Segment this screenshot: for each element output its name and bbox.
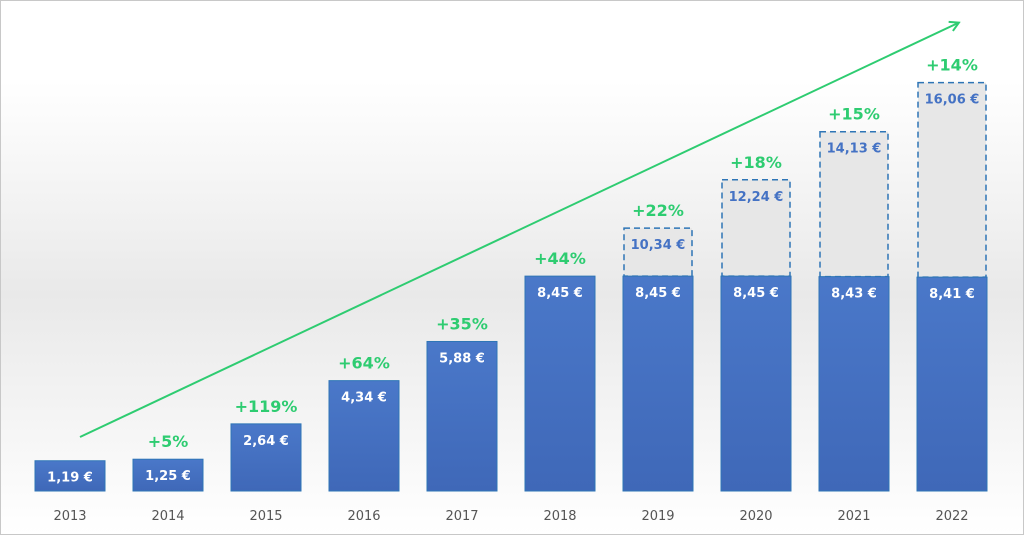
x-tick-label: 2017	[445, 509, 478, 524]
bar-value-label: 8,43 €	[831, 287, 877, 302]
x-tick-label: 2020	[739, 509, 772, 524]
x-tick-label: 2016	[347, 509, 380, 524]
x-tick-label: 2018	[543, 509, 576, 524]
x-tick-label: 2013	[53, 509, 86, 524]
bar	[426, 340, 498, 492]
projection-value-label: 14,13 €	[827, 142, 882, 157]
projection-bar	[623, 227, 693, 277]
bar	[230, 423, 302, 492]
projection-value-label: 16,06 €	[925, 93, 980, 108]
x-tick-label: 2019	[641, 509, 674, 524]
growth-label: +5%	[148, 432, 189, 451]
growth-label: +22%	[632, 201, 684, 220]
trend-arrow	[79, 23, 958, 438]
bar	[622, 275, 694, 492]
x-tick-label: 2022	[935, 509, 968, 524]
x-tick-label: 2014	[151, 509, 184, 524]
bar-value-label: 8,41 €	[929, 287, 975, 302]
bar-value-label: 5,88 €	[439, 351, 485, 366]
bar-value-label: 8,45 €	[537, 286, 583, 301]
bar	[916, 276, 988, 492]
projection-value-label: 10,34 €	[631, 238, 686, 253]
growth-label: +64%	[338, 354, 390, 373]
bar-value-label: 1,19 €	[47, 471, 93, 486]
x-tick-label: 2015	[249, 509, 282, 524]
growth-label: +18%	[730, 153, 782, 172]
bar-value-label: 8,45 €	[635, 286, 681, 301]
bar-value-label: 4,34 €	[341, 391, 387, 406]
projection-bar	[917, 81, 987, 278]
bar-value-label: 8,45 €	[733, 286, 779, 301]
bar	[818, 276, 890, 492]
bar	[524, 275, 596, 492]
projection-value-label: 12,24 €	[729, 190, 784, 205]
growth-label: +119%	[235, 397, 298, 416]
x-tick-label: 2021	[837, 509, 870, 524]
growth-label: +15%	[828, 105, 880, 124]
bar	[328, 380, 400, 492]
bar	[720, 275, 792, 492]
growth-label: +44%	[534, 249, 586, 268]
bar-value-label: 2,64 €	[243, 434, 289, 449]
bar	[34, 460, 106, 492]
projection-bar	[721, 179, 791, 277]
growth-label: +14%	[926, 56, 978, 75]
bar	[132, 458, 204, 492]
bar-value-label: 1,25 €	[145, 469, 191, 484]
projection-bar	[819, 130, 889, 278]
growth-label: +35%	[436, 314, 488, 333]
